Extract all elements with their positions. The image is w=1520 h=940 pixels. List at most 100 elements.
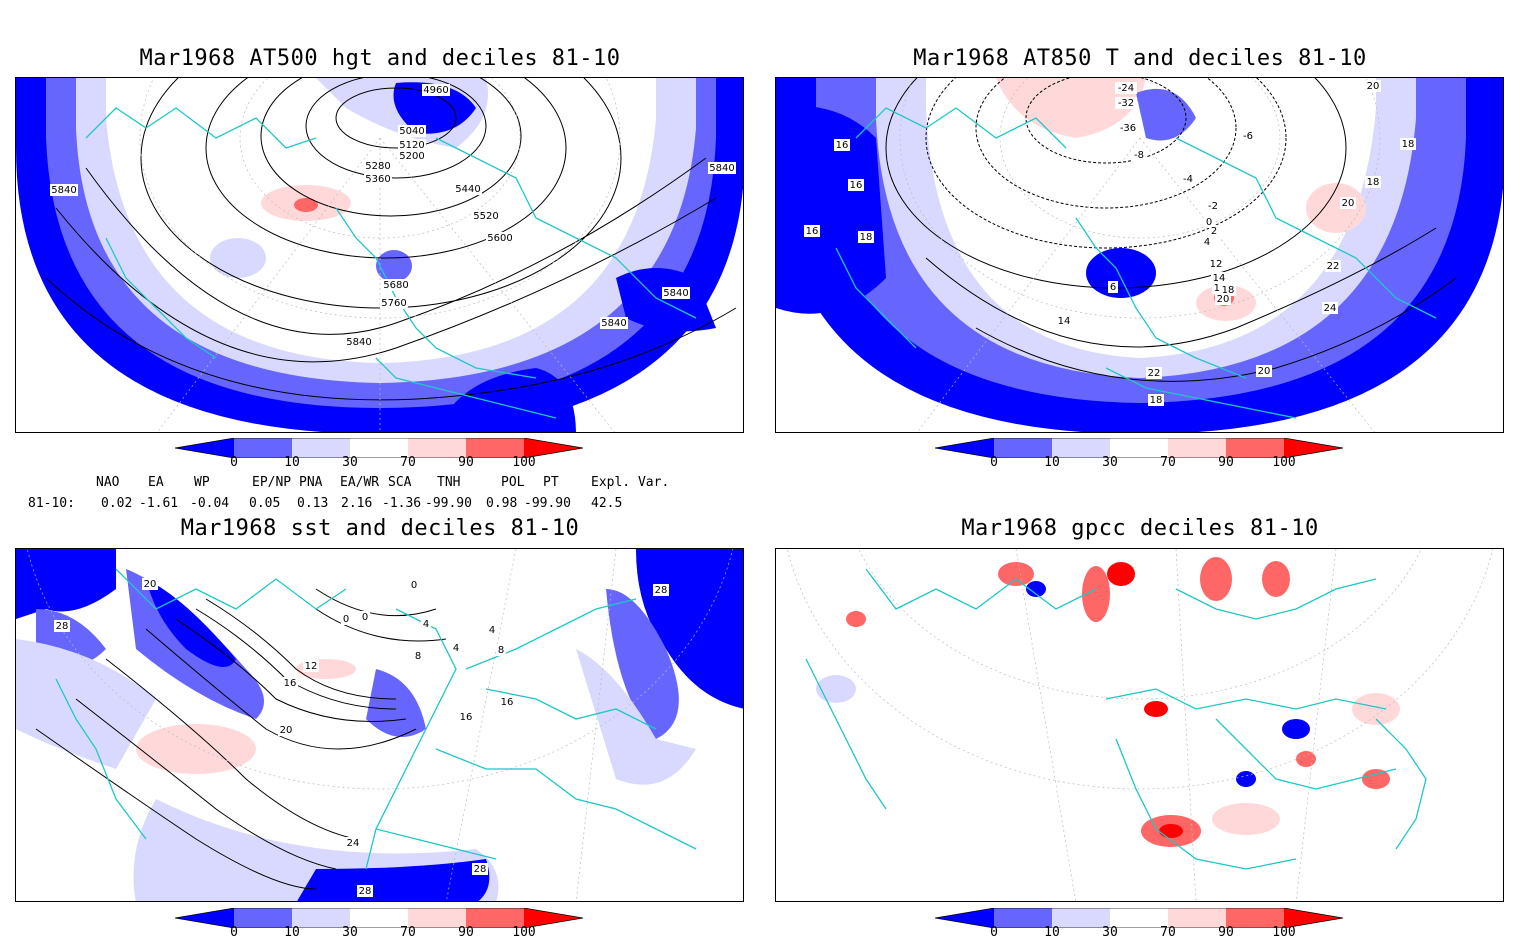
anomaly-blue-iberia [366, 669, 426, 737]
contour-label: 14 [1211, 272, 1227, 284]
contour-label: 8 [496, 644, 506, 656]
cbar-sst-tick-70: 70 [400, 925, 416, 940]
contour-label-bg [472, 863, 488, 875]
contour-label: 28 [653, 584, 669, 596]
colorbar-sst [174, 907, 585, 929]
cbar-gpcc-tick-90: 90 [1218, 925, 1234, 940]
contour-label: 28 [472, 863, 488, 875]
contour-label-bg [1115, 97, 1137, 109]
contour-label-bg [1180, 173, 1196, 185]
contour-label-text: 20 [1217, 294, 1230, 305]
contour-label-text: -32 [1118, 98, 1134, 109]
contour-label-text: 5520 [473, 211, 498, 222]
cbar-at500-tick-70: 70 [400, 455, 416, 470]
contour-label-text: 28 [655, 585, 668, 596]
contour-label-bg [1215, 293, 1231, 305]
contour-label-bg [398, 139, 426, 151]
contour-label: 0 [1204, 216, 1214, 228]
graticule [787, 549, 1493, 901]
tel-value-eawr: 2.16 [341, 496, 373, 511]
contour-label-text: 28 [56, 621, 69, 632]
contour-label-text: 16 [501, 697, 514, 708]
contour-label-bg [382, 279, 410, 291]
cbar-at850-tick-90: 90 [1218, 455, 1234, 470]
contour-label: 16 [804, 225, 820, 237]
contour-label: -8 [1131, 149, 1147, 161]
contour-label: 22 [1325, 260, 1341, 272]
contour-label-text: -4 [1183, 174, 1193, 185]
colorbar-gpcc-svg [934, 907, 1344, 929]
contour-label-bg [1211, 272, 1227, 284]
tel-value-wp: -0.04 [190, 496, 230, 511]
contour-label: 16 [499, 696, 515, 708]
anomaly-dark-sw [436, 368, 576, 432]
contour-label-text: 4 [453, 643, 459, 654]
coastlines [805, 568, 1427, 870]
tel-header-explvar: Expl. Var. [591, 475, 670, 490]
anomaly-south-dark [297, 859, 490, 901]
contour-label-text: 0 [362, 612, 368, 623]
contour-label-text: 5600 [487, 233, 512, 244]
precip-anomalies [816, 557, 1400, 847]
tel-header-wp: WP [194, 475, 210, 490]
tel-header-sca: SCA [388, 475, 412, 490]
height-contours [45, 78, 737, 401]
colorbar-gpcc [934, 907, 1345, 929]
contour-label: 5440 [454, 183, 482, 195]
cbar-gpcc-tick-0: 0 [990, 925, 998, 940]
tel-value-sca: -1.36 [382, 496, 422, 511]
contour-label-text: 18 [1402, 139, 1415, 150]
cbar-at850-tick-70: 70 [1160, 455, 1176, 470]
contour-label: 18 [1148, 394, 1164, 406]
contour-label-text: 18 [860, 232, 873, 243]
contour-label-text: 5840 [709, 163, 734, 174]
contour-label-bg [1240, 130, 1256, 142]
tel-value-pol: 0.98 [486, 496, 518, 511]
contour-label-text: 22 [1148, 368, 1161, 379]
contour-label-bg [834, 139, 850, 151]
tel-value-tnh: -99.90 [425, 496, 472, 511]
anomaly-red [294, 198, 318, 212]
colorbar-at500-svg [174, 437, 584, 459]
graticule [139, 78, 621, 432]
contour-label-text: 5280 [365, 161, 390, 172]
contour-label-bg [345, 837, 361, 849]
contour-label-bg [458, 711, 474, 723]
anomaly-east-mid [606, 589, 679, 739]
contour-label-text: 20 [1367, 81, 1380, 92]
colorbar-at850 [934, 437, 1345, 459]
contour-label-text: 8 [498, 645, 504, 656]
contour-label: 5200 [398, 150, 426, 162]
contour-label-bg [1400, 138, 1416, 150]
contour-label-bg [364, 173, 392, 185]
contour-label-text: 22 [1327, 261, 1340, 272]
cbar-at500-tick-10: 10 [284, 455, 300, 470]
map-panel-at500: 4960 5040 5120 5200 5280 5360 5440 5520 5600 5680… [15, 77, 744, 433]
contour-label-bg [360, 611, 370, 623]
contour-label-bg [1208, 258, 1224, 270]
contour-label-bg [653, 584, 669, 596]
contour-label: 5280 [364, 160, 392, 172]
contour-label-text: 20 [1342, 198, 1355, 209]
cbar-at850-tick-100: 100 [1272, 455, 1296, 470]
contour-label-bg [345, 336, 373, 348]
contour-label-bg [303, 660, 319, 672]
anomaly-dark-w [776, 106, 886, 314]
contour-label-text: 5680 [383, 280, 408, 291]
cbar-gpcc-tick-70: 70 [1160, 925, 1176, 940]
anomaly-light-w [16, 639, 156, 769]
tel-header-tnh: TNH [437, 475, 461, 490]
contour-label: 5040 [398, 125, 426, 137]
contour-label-text: 5360 [365, 174, 390, 185]
contour-label-text: -36 [1120, 123, 1136, 134]
center-white [106, 78, 656, 363]
contour-label: -36 [1117, 122, 1139, 134]
map-panel-gpcc [775, 548, 1504, 902]
contour-label: 20 [1340, 197, 1356, 209]
contour-label-bg [357, 885, 373, 897]
map-gpcc-svg [787, 549, 1493, 901]
contour-label: 4 [487, 624, 497, 636]
map-at850-svg: -24-32-36-6-8-4-202420181616161818206121… [776, 78, 1503, 432]
contour-label: -4 [1180, 173, 1196, 185]
